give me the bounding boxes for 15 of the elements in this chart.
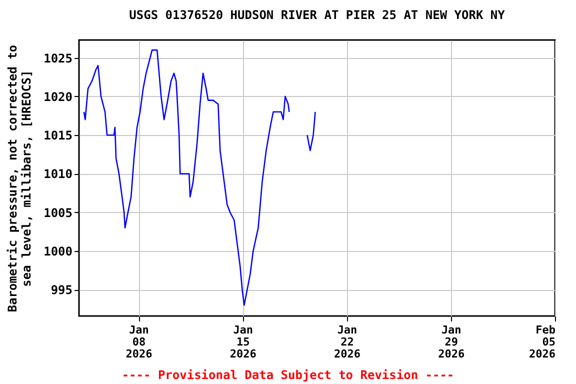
x-tick-label: Jan 08 2026 [126,324,153,360]
y-axis-title: Barometric pressure, not corrected to sea level, millibars, [HREOCS] [6,44,34,312]
x-tick-label: Jan 22 2026 [334,324,361,360]
y-tick-label: 995 [50,283,72,298]
text: ---- Provisional Data Subject to Revision ---- [120,368,456,382]
y-tick-label: 1000 [44,244,72,259]
y-tick-label: 1005 [44,206,72,220]
x-tick-label: Feb 05 2026 [529,324,556,360]
y-tick-label: 1010 [44,167,72,182]
y-tick-label: 1020 [44,90,72,104]
x-tick-label: Jan 15 2026 [230,324,257,360]
y-tick-label: 1025 [44,51,72,66]
y-tick-label: 1015 [44,128,72,143]
x-tick-label: Jan 29 2026 [438,324,465,360]
chart-title: USGS 01376520 HUDSON RIVER AT PIER 25 AT NEW YORK NY [129,8,506,22]
